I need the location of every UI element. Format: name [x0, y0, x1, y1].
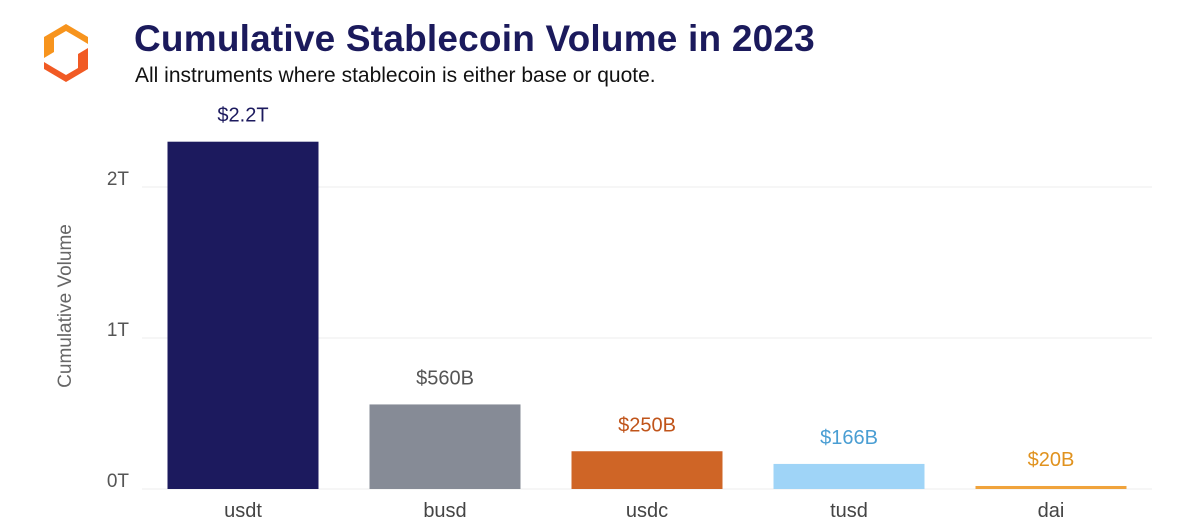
data-label-tusd: $166B [820, 427, 878, 449]
y-axis-label: Cumulative Volume [55, 224, 76, 388]
page-subtitle: All instruments where stablecoin is eith… [135, 64, 656, 87]
bar-usdc [571, 451, 723, 489]
x-tick-label: usdc [626, 500, 668, 522]
bar-usdt [167, 141, 319, 489]
y-tick-label: 1T [107, 320, 130, 341]
x-tick-label: tusd [830, 500, 868, 522]
data-label-usdt: $2.2T [217, 105, 268, 127]
tick-layer: 0T 1T 2T $2.2T usdt $560B busd $250B usdc $166B tu… [107, 105, 1075, 522]
data-label-busd: $560B [416, 367, 474, 389]
y-tick-label: 0T [107, 471, 130, 492]
bar-tusd [773, 463, 925, 489]
page-title: Cumulative Stablecoin Volume in 2023 [134, 18, 815, 59]
hexagon-brackets-logo-icon [44, 24, 88, 82]
data-label-usdc: $250B [618, 414, 676, 436]
data-label-dai: $20B [1028, 449, 1075, 471]
x-tick-label: usdt [224, 500, 262, 522]
bar-busd [369, 404, 521, 489]
bar-dai [975, 485, 1127, 489]
y-tick-label: 2T [107, 169, 130, 190]
x-tick-label: busd [423, 500, 466, 522]
bar-layer [167, 141, 1127, 489]
x-tick-label: dai [1038, 500, 1065, 522]
